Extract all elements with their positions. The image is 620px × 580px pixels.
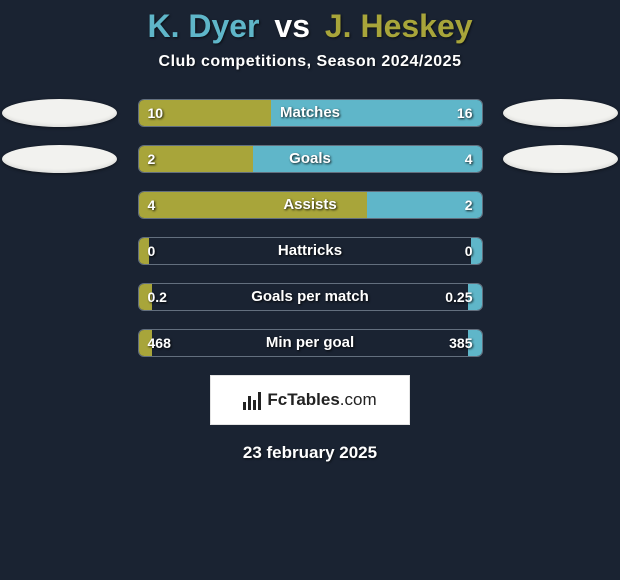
stat-bar-left-fill xyxy=(139,100,271,126)
player2-name: J. Heskey xyxy=(325,8,473,44)
stat-bar-track xyxy=(138,283,483,311)
stat-bar-right-fill xyxy=(468,284,482,310)
stat-bar-left-fill xyxy=(139,330,153,356)
team-badge-left xyxy=(2,145,117,173)
brand-logo: FcTables.com xyxy=(210,375,410,425)
stat-bar-left-fill xyxy=(139,284,153,310)
stat-bar-left-fill xyxy=(139,146,253,172)
team-badge-right xyxy=(503,99,618,127)
stat-bar-right-fill xyxy=(471,238,481,264)
stat-bar-track xyxy=(138,145,483,173)
card-subtitle: Club competitions, Season 2024/2025 xyxy=(0,53,620,71)
stat-row: Goals per match0.20.25 xyxy=(138,283,483,311)
stat-bar-right-fill xyxy=(468,330,482,356)
stat-bar-right-fill xyxy=(253,146,482,172)
team-badge-right xyxy=(503,145,618,173)
stats-rows: Matches1016 Goals24 Assists42 Hattricks00 Go… xyxy=(0,99,620,357)
bar-chart-icon xyxy=(243,390,261,410)
team-badge-left xyxy=(2,99,117,127)
stat-bar-right-fill xyxy=(271,100,482,126)
player1-name: K. Dyer xyxy=(147,8,259,44)
stat-bar-left-fill xyxy=(139,192,368,218)
stat-row: Hattricks00 xyxy=(138,237,483,265)
stat-row: Goals24 xyxy=(138,145,483,173)
card-title: K. Dyer vs J. Heskey xyxy=(0,8,620,45)
comparison-card: K. Dyer vs J. Heskey Club competitions, … xyxy=(0,0,620,580)
stat-bar-right-fill xyxy=(367,192,481,218)
stat-row: Matches1016 xyxy=(138,99,483,127)
brand-domain: .com xyxy=(340,390,377,409)
stat-bar-left-fill xyxy=(139,238,149,264)
stat-row: Assists42 xyxy=(138,191,483,219)
stat-bar-track xyxy=(138,329,483,357)
brand-name: FcTables xyxy=(267,390,339,409)
date-text: 23 february 2025 xyxy=(0,443,620,463)
stat-bar-track xyxy=(138,191,483,219)
vs-text: vs xyxy=(274,8,310,44)
stat-bar-track xyxy=(138,99,483,127)
brand-text: FcTables.com xyxy=(267,390,376,410)
stat-bar-track xyxy=(138,237,483,265)
stat-row: Min per goal468385 xyxy=(138,329,483,357)
